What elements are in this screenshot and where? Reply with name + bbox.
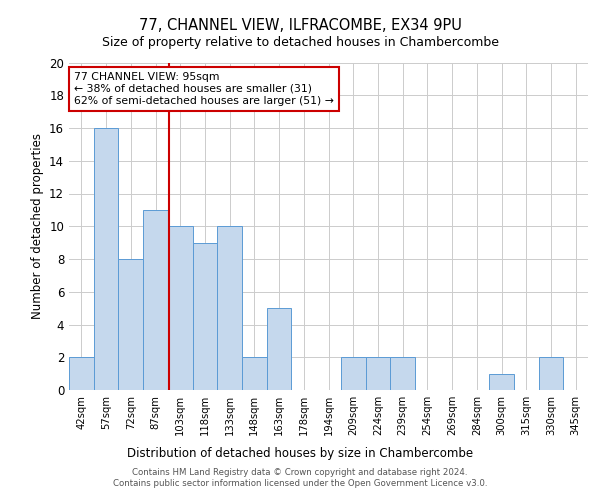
Text: Distribution of detached houses by size in Chambercombe: Distribution of detached houses by size …: [127, 448, 473, 460]
Text: Contains HM Land Registry data © Crown copyright and database right 2024.
Contai: Contains HM Land Registry data © Crown c…: [113, 468, 487, 487]
Bar: [242, 357, 267, 390]
Bar: [69, 357, 94, 390]
Bar: [94, 128, 118, 390]
Bar: [539, 357, 563, 390]
Bar: [143, 210, 168, 390]
Bar: [365, 357, 390, 390]
Bar: [118, 259, 143, 390]
Bar: [217, 226, 242, 390]
Bar: [168, 226, 193, 390]
Bar: [267, 308, 292, 390]
Text: Size of property relative to detached houses in Chambercombe: Size of property relative to detached ho…: [101, 36, 499, 49]
Bar: [193, 242, 217, 390]
Bar: [489, 374, 514, 390]
Y-axis label: Number of detached properties: Number of detached properties: [31, 133, 44, 320]
Bar: [390, 357, 415, 390]
Text: 77 CHANNEL VIEW: 95sqm
← 38% of detached houses are smaller (31)
62% of semi-det: 77 CHANNEL VIEW: 95sqm ← 38% of detached…: [74, 72, 334, 106]
Text: 77, CHANNEL VIEW, ILFRACOMBE, EX34 9PU: 77, CHANNEL VIEW, ILFRACOMBE, EX34 9PU: [139, 18, 461, 32]
Bar: [341, 357, 365, 390]
